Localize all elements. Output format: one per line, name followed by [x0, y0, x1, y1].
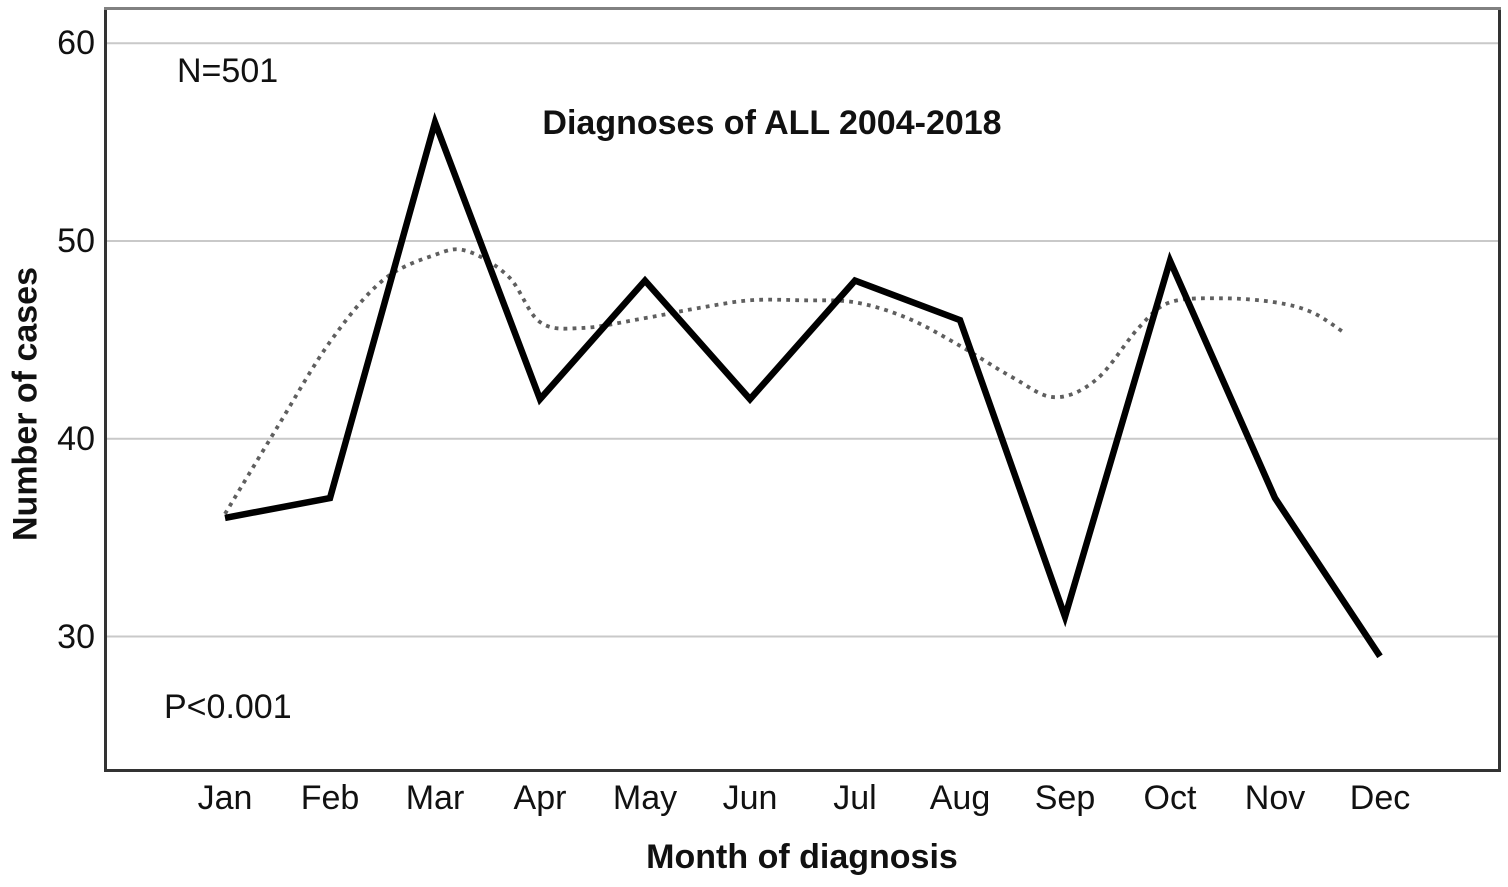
x-tick-label-feb: Feb	[300, 779, 360, 817]
y-tick-label-60: 60	[57, 24, 95, 63]
y-tick-label-30: 30	[57, 617, 95, 656]
x-tick-label-aug: Aug	[929, 779, 991, 817]
x-tick-label-oct: Oct	[1143, 779, 1197, 817]
y-tick-label-40: 40	[57, 419, 95, 458]
x-tick-label-jan: Jan	[197, 779, 253, 817]
chart-title: Diagnoses of ALL 2004-2018	[542, 104, 1002, 142]
x-tick-label-jul: Jul	[833, 779, 877, 817]
sample-size-annotation: N=501	[177, 52, 279, 90]
x-tick-label-apr: Apr	[513, 779, 567, 817]
x-tick-label-jun: Jun	[722, 779, 778, 817]
x-tick-label-sep: Sep	[1034, 779, 1096, 817]
data-line	[224, 112, 1383, 659]
p-value-annotation: P<0.001	[164, 688, 292, 726]
x-axis-title: Month of diagnosis	[646, 838, 958, 876]
y-tick-label-50: 50	[57, 222, 95, 260]
x-tick-label-nov: Nov	[1244, 779, 1306, 817]
trend-line	[223, 247, 1345, 515]
y-axis-title: Number of cases	[6, 267, 45, 541]
x-tick-label-mar: Mar	[405, 779, 465, 817]
x-tick-label-may: May	[612, 779, 678, 817]
x-tick-label-dec: Dec	[1349, 779, 1411, 817]
